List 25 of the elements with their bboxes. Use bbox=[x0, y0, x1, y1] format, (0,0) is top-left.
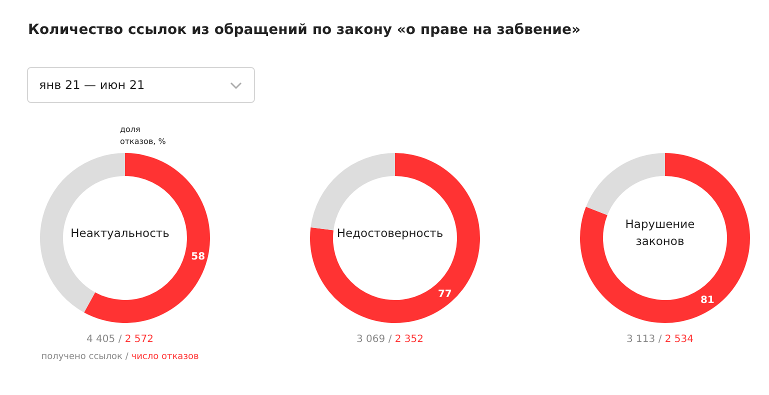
text: Неактуальность bbox=[70, 224, 170, 242]
text: / bbox=[658, 334, 662, 345]
donut-slice bbox=[580, 153, 750, 323]
text: / bbox=[118, 334, 122, 345]
text: 2 534 bbox=[664, 334, 694, 345]
data-label: 58 bbox=[191, 251, 206, 262]
date-range-dropdown: янв 21 — июн 21 bbox=[27, 67, 255, 103]
donut-slice bbox=[310, 153, 395, 230]
text: получено ссылок bbox=[41, 352, 122, 362]
text: 3 113 bbox=[626, 334, 656, 345]
text: / bbox=[125, 352, 128, 362]
text: 2 352 bbox=[394, 334, 424, 345]
text: доля отказов, % bbox=[120, 124, 167, 148]
text: Нарушение законов bbox=[624, 216, 696, 250]
text: 4 405 bbox=[86, 334, 116, 345]
text: Количество ссылок из обращений по закону «о праве на забвение» bbox=[28, 22, 580, 38]
data-label: 81 bbox=[700, 294, 714, 306]
donut-slice bbox=[586, 153, 665, 216]
text: 3 069 bbox=[356, 334, 386, 345]
data-label: 77 bbox=[438, 289, 452, 300]
text: Недостоверность bbox=[336, 224, 444, 242]
text: число отказов bbox=[131, 352, 199, 362]
donut-slice bbox=[310, 153, 480, 323]
text: / bbox=[388, 334, 392, 345]
text: 2 572 bbox=[124, 334, 154, 345]
